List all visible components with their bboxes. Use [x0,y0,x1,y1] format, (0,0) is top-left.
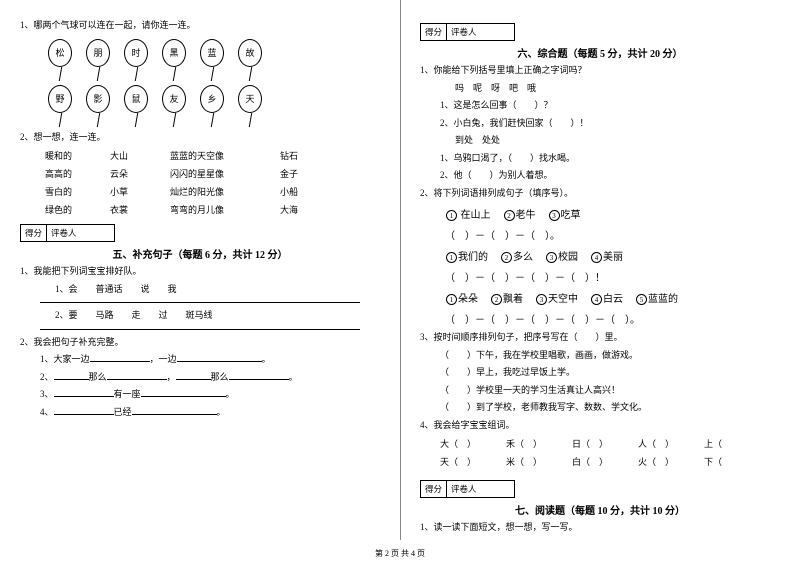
balloon-row-2: 野 影 鼠 友 乡 天 [45,85,380,125]
balloon: 时 [124,39,148,67]
score-box: 得分 评卷人 [20,224,115,242]
q6-4-prompt: 4、我会给字宝宝组词。 [420,419,780,433]
balloon: 蓝 [200,39,224,67]
q5-1-prompt: 1、我能把下列词宝宝排好队。 [20,265,380,279]
answer-line [40,302,360,303]
q2-prompt: 2、想一想，连一连。 [20,131,380,145]
q6-3-prompt: 3、按时间顺序排列句子，把序号写在（ ）里。 [420,331,780,345]
grader-label: 评卷人 [447,24,481,40]
balloon: 乡 [200,85,224,113]
matching-grid: 暖和的大山蓝蓝的天空像钻石 高高的云朵闪闪的星星像金子 雪白的小草灿烂的阳光像小… [45,149,380,216]
q6-2-set3: 1朵朵 2飘着 3天空中 4白云 5蓝蓝的 [445,290,780,305]
score-box: 得分 评卷人 [420,480,515,498]
q1-prompt: 1、哪两个气球可以连在一起，请你连一连。 [20,19,380,33]
balloon: 野 [48,85,72,113]
section-7-title: 七、阅读题（每题 10 分，共计 10 分） [420,502,780,517]
balloon: 松 [48,39,72,67]
answer-line [40,329,360,330]
q6-4-row2: 天（ ） 米（ ） 白（ ） 火（ ） 下（ [440,455,780,468]
q7-1-prompt: 1、读一读下面短文，想一想，写一写。 [420,521,780,535]
q6-2-set1: 1 在山上 2老牛 3吃草 [445,206,780,221]
score-box: 得分 评卷人 [420,23,515,41]
q6-2-prompt: 2、将下列词语排列成句子（填序号）。 [420,187,780,201]
grader-label: 评卷人 [447,481,481,497]
section-5-title: 五、补充句子（每题 6 分，共计 12 分） [20,246,380,261]
balloon: 黑 [162,39,186,67]
score-label: 得分 [21,225,47,241]
page-footer: 第 2 页 共 4 页 [0,548,800,559]
balloon: 朋 [86,39,110,67]
q5-2-l2: 2、那么，那么。 [40,371,380,385]
score-label: 得分 [421,481,447,497]
q5-2-l1: 1、大家一边，一边。 [40,353,380,367]
q6-1-prompt: 1、你能给下列括号里填上正确之字词吗？ [420,64,780,78]
section-6-title: 六、综合题（每题 5 分，共计 20 分） [420,45,780,60]
q5-2-l3: 3、有一座。 [40,388,380,402]
balloon: 天 [238,85,262,113]
balloon: 影 [86,85,110,113]
right-column: 得分 评卷人 六、综合题（每题 5 分，共计 20 分） 1、你能给下列括号里填… [400,0,800,565]
q6-2-set2: 1我们的 2多么 3校园 4美丽 [445,248,780,263]
q5-2-l4: 4、已经。 [40,406,380,420]
balloon-row-1: 松 朋 时 黑 蓝 故 [45,39,380,79]
grader-label: 评卷人 [47,225,81,241]
score-label: 得分 [421,24,447,40]
q5-1-line2: 2、要 马路 走 过 斑马线 [55,309,380,323]
q6-4-row1: 大（ ） 禾（ ） 日（ ） 人（ ） 上（ [440,437,780,450]
balloon: 鼠 [124,85,148,113]
balloon: 友 [162,85,186,113]
balloon: 故 [238,39,262,67]
q5-1-line1: 1、会 普通话 说 我 [55,283,380,297]
q5-2-prompt: 2、我会把句子补充完整。 [20,336,380,350]
left-column: 1、哪两个气球可以连在一起，请你连一连。 松 朋 时 黑 蓝 故 野 影 鼠 友… [0,0,400,565]
